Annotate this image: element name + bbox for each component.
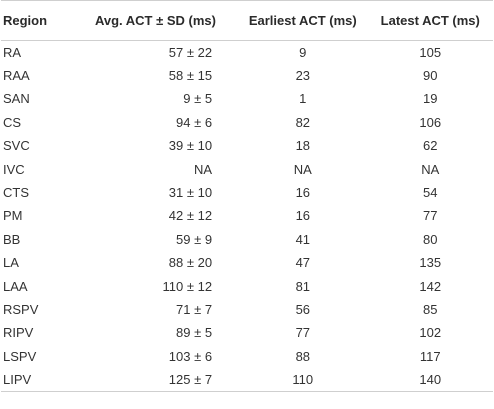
cell-latest-act: 85	[423, 301, 438, 317]
table-body: RA 57 ± 22 9 105 RAA 58 ± 15 23 90 SAN 9 ± 5 1 19 CS…	[1, 41, 493, 392]
table-row: RSPV 71 ± 7 56 85	[1, 298, 493, 321]
cell-earliest-act: 110	[238, 367, 368, 392]
cell-region: CTS	[3, 185, 29, 201]
table-row: RIPV 89 ± 5 77 102	[1, 321, 493, 344]
cell-region: CS	[3, 114, 22, 130]
table-row: BB 59 ± 9 41 80	[1, 228, 493, 251]
cell-avg-act: 103 ± 6	[168, 348, 213, 364]
cell-latest-act: 117	[419, 348, 441, 364]
header-avg-act: Avg. ACT ± SD (ms)	[72, 0, 239, 41]
cell-avg-act: 71 ± 7	[176, 301, 213, 317]
table-row: LA 88 ± 20 47 135	[1, 251, 493, 274]
cell-region: RA	[3, 44, 22, 60]
cell-latest-act: 62	[423, 138, 438, 154]
cell-region: PM	[3, 208, 23, 224]
cell-avg-act: 58 ± 15	[168, 68, 213, 84]
cell-avg-act: 110 ± 12	[162, 278, 213, 294]
cell-avg-act: 57 ± 22	[168, 44, 213, 60]
cell-earliest-act: 47	[295, 255, 311, 271]
table-row: RAA 58 ± 15 23 90	[1, 64, 493, 87]
cell-latest-act: 142	[419, 278, 442, 294]
cell-earliest-act: 81	[295, 278, 311, 294]
cell-latest-act: 77	[423, 208, 438, 224]
table-row: LAA 110 ± 12 81 142	[1, 274, 493, 297]
cell-latest-act: 135	[419, 255, 442, 271]
cell-earliest-act: 88	[295, 348, 311, 364]
cell-avg-act: 42 ± 12	[168, 208, 213, 224]
cell-earliest-act: 23	[295, 68, 311, 84]
cell-region: BB	[3, 231, 21, 247]
cell-avg-act: 9 ± 5	[183, 91, 213, 107]
cell-latest-act: 80	[423, 231, 438, 247]
cell-region: RAA	[3, 68, 30, 84]
cell-avg-act: 88 ± 20	[168, 255, 213, 271]
cell-latest-act: NA	[421, 161, 440, 177]
cell-region: LA	[3, 255, 19, 271]
cell-avg-act: NA	[194, 161, 213, 177]
cell-earliest-act: 16	[295, 208, 311, 224]
cell-latest-act: 90	[423, 68, 438, 84]
cell-region: SVC	[3, 138, 30, 154]
table-row: LSPV 103 ± 6 88 117	[1, 345, 493, 368]
cell-avg-act: 125 ± 7	[72, 367, 239, 392]
table-row: PM 42 ± 12 16 77	[1, 204, 493, 227]
cell-region: RIPV	[3, 325, 34, 341]
table-row: LIPV 125 ± 7 110 140	[1, 367, 493, 392]
cell-avg-act: 31 ± 10	[168, 185, 213, 201]
cell-earliest-act: 18	[295, 138, 311, 154]
table-row: IVC NA NA NA	[1, 157, 493, 180]
table-row: CS 94 ± 6 82 106	[1, 111, 493, 134]
header-row: Region Avg. ACT ± SD (ms) Earliest ACT (…	[1, 0, 493, 41]
cell-avg-act: 94 ± 6	[176, 114, 213, 130]
cell-region: RSPV	[3, 301, 39, 317]
table-row: SVC 39 ± 10 18 62	[1, 134, 493, 157]
cell-region: SAN	[3, 91, 30, 107]
header-latest-act: Latest ACT (ms)	[367, 0, 493, 41]
cell-avg-act: 89 ± 5	[176, 325, 213, 341]
cell-earliest-act: 41	[295, 231, 311, 247]
cell-region: LAA	[3, 278, 28, 294]
cell-earliest-act: 1	[299, 91, 307, 107]
cell-region: IVC	[3, 161, 25, 177]
cell-earliest-act: 16	[295, 185, 311, 201]
cell-latest-act: 105	[419, 44, 442, 60]
cell-latest-act: 19	[423, 91, 438, 107]
header-region: Region	[1, 0, 73, 41]
cell-earliest-act: 9	[299, 44, 307, 60]
cell-avg-act: 39 ± 10	[168, 138, 213, 154]
table-row: RA 57 ± 22 9 105	[1, 41, 493, 64]
table-row: SAN 9 ± 5 1 19	[1, 87, 493, 110]
cell-earliest-act: 77	[295, 325, 311, 341]
cell-latest-act: 54	[423, 185, 438, 201]
activation-time-table: Region Avg. ACT ± SD (ms) Earliest ACT (…	[1, 0, 493, 392]
table-header: Region Avg. ACT ± SD (ms) Earliest ACT (…	[1, 0, 493, 41]
cell-avg-act: 59 ± 9	[176, 231, 213, 247]
cell-earliest-act: NA	[293, 161, 312, 177]
cell-region: LSPV	[3, 348, 37, 364]
cell-latest-act: 106	[419, 114, 442, 130]
cell-earliest-act: 82	[295, 114, 311, 130]
cell-latest-act: 102	[419, 325, 442, 341]
table-row: CTS 31 ± 10 16 54	[1, 181, 493, 204]
cell-latest-act: 140	[367, 367, 493, 392]
cell-region: LIPV	[1, 367, 73, 392]
cell-earliest-act: 56	[295, 301, 311, 317]
header-earliest-act: Earliest ACT (ms)	[238, 0, 368, 41]
